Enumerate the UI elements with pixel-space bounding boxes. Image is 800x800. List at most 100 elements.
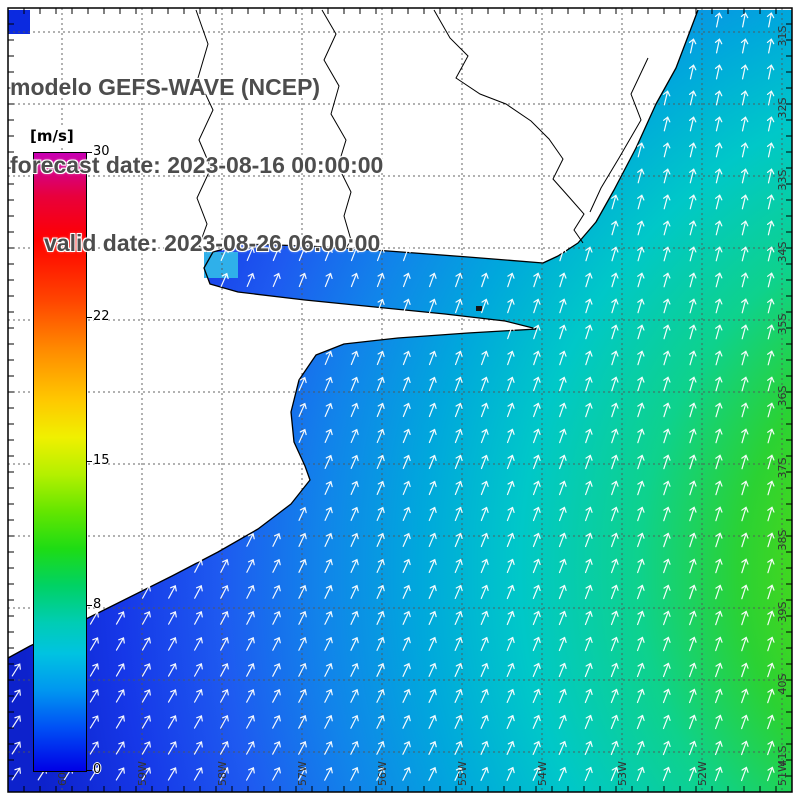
flow-arrow: [715, 376, 723, 392]
flow-arrow: [506, 584, 515, 600]
flow-arrow: [767, 480, 775, 496]
flow-arrow: [636, 662, 645, 678]
flow-arrow: [558, 584, 567, 600]
colorbar-tickmark: [86, 604, 92, 606]
flow-arrow: [532, 610, 541, 626]
flow-arrow: [324, 636, 333, 651]
flow-arrow: [585, 506, 593, 522]
flow-arrow: [89, 637, 99, 651]
flow-arrow: [689, 324, 697, 340]
latitude-label: 35S: [776, 313, 789, 334]
flow-arrow: [141, 741, 151, 755]
flow-arrow: [454, 376, 463, 392]
flow-arrow: [167, 715, 177, 729]
flow-arrow: [350, 506, 359, 521]
flow-arrow: [741, 220, 749, 236]
flow-arrow: [636, 766, 645, 782]
flow-arrow: [298, 766, 307, 781]
flow-arrow: [272, 767, 281, 781]
flow-arrow: [584, 532, 593, 548]
flow-arrow: [585, 428, 593, 444]
flow-arrow: [506, 662, 515, 678]
flow-arrow: [637, 142, 645, 158]
flow-arrow: [663, 532, 671, 548]
flow-arrow: [376, 350, 385, 366]
longitude-label: 58W: [216, 761, 229, 786]
flow-arrow: [585, 298, 593, 314]
flow-arrow: [376, 402, 385, 418]
flow-arrow: [689, 428, 697, 444]
flow-arrow: [11, 741, 21, 755]
flow-arrow: [402, 688, 411, 703]
flow-arrow: [115, 741, 125, 755]
flow-arrow: [220, 689, 229, 703]
flow-arrow: [324, 428, 333, 444]
flow-arrow: [454, 714, 463, 729]
flow-arrow: [559, 298, 567, 314]
flow-arrow: [532, 558, 541, 574]
flow-arrow: [611, 246, 619, 262]
flow-arrow: [663, 220, 671, 236]
latitude-label: 33S: [776, 169, 789, 190]
flow-arrow: [532, 454, 541, 470]
longitude-label: 54W: [536, 761, 549, 786]
flow-arrow: [220, 715, 229, 729]
flow-arrow: [766, 38, 775, 54]
flow-arrow: [506, 454, 515, 470]
flow-arrow: [428, 506, 437, 522]
inland-borders: [195, 9, 649, 253]
flow-arrow: [611, 376, 619, 392]
flow-arrow: [402, 402, 411, 418]
minor-ticks: [7, 7, 793, 793]
flow-arrow: [689, 402, 697, 418]
flow-arrow: [767, 402, 775, 418]
flow-arrow: [428, 558, 437, 574]
colorbar-gradient: [33, 152, 87, 772]
flow-arrow: [141, 663, 151, 677]
flow-arrow: [767, 688, 775, 704]
flow-arrow: [688, 116, 697, 132]
flow-arrow: [298, 506, 307, 521]
flow-arrow: [741, 688, 749, 704]
border-line: [589, 57, 649, 213]
flow-arrow: [272, 662, 281, 677]
flow-arrow: [532, 480, 541, 496]
flow-arrow: [506, 506, 515, 522]
flow-arrow: [558, 688, 567, 704]
flow-arrow: [533, 402, 541, 418]
latitude-label: 31S: [776, 25, 789, 46]
flow-arrow: [663, 402, 671, 418]
flow-arrow: [766, 64, 775, 80]
flow-arrow: [89, 715, 99, 729]
flow-arrow: [741, 506, 749, 522]
flow-arrow: [585, 402, 593, 418]
flow-arrow: [141, 637, 151, 651]
flow-arrow: [298, 272, 307, 288]
latitude-label: 32S: [776, 97, 789, 118]
flow-arrow: [533, 350, 541, 366]
longitude-label: 59W: [136, 761, 149, 786]
flow-arrow: [246, 246, 255, 262]
flow-arrow: [480, 558, 489, 574]
flow-arrow: [272, 272, 281, 288]
flow-arrow: [533, 298, 541, 314]
flow-arrow: [324, 610, 333, 625]
flow-arrow: [637, 350, 645, 366]
flow-arrow: [246, 688, 255, 703]
flow-arrow: [558, 766, 567, 782]
flow-arrow: [506, 532, 515, 548]
flow-arrow: [246, 662, 255, 677]
flow-arrow: [715, 558, 723, 574]
flow-arrow: [298, 532, 307, 547]
flow-arrow: [714, 766, 723, 782]
colorbar-tickmark: [86, 461, 92, 462]
flow-arrow: [662, 90, 671, 106]
flow-arrow: [324, 350, 333, 366]
flow-arrow: [611, 350, 619, 366]
flow-arrow: [193, 715, 203, 729]
flow-arrow: [298, 402, 307, 417]
flow-arrow: [428, 532, 437, 548]
flow-arrow: [558, 636, 567, 652]
flow-arrow: [663, 350, 671, 366]
flow-arrow: [507, 350, 515, 366]
